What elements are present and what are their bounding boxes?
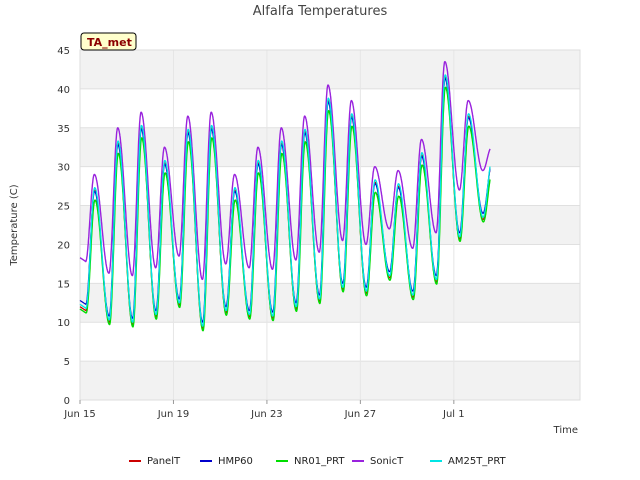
badge-label: TA_met: [87, 36, 132, 49]
band-0: [80, 361, 580, 400]
x-axis-label: Time: [553, 425, 578, 436]
y-tick-label: 45: [57, 46, 70, 57]
y-tick-label: 30: [57, 163, 70, 174]
legend-item-panelt: PanelT: [129, 456, 181, 467]
legend-item-am25t-prt: AM25T_PRT: [430, 456, 507, 467]
x-tick-label: Jun 15: [63, 409, 96, 420]
legend: PanelT HMP60 NR01_PRT SonicT AM25T_PRT: [129, 456, 507, 467]
legend-label: SonicT: [370, 456, 404, 467]
y-axis-label: Temperature (C): [9, 184, 20, 266]
band-8: [80, 50, 580, 89]
series-line-sonict: [79, 61, 491, 281]
x-tick-label: Jun 19: [157, 409, 190, 420]
legend-label: AM25T_PRT: [448, 456, 507, 467]
band-2: [80, 283, 580, 323]
legend-item-sonict: SonicT: [352, 456, 404, 467]
y-axis-ticks: 0 5 10 15 20 25 30 35 40 45: [57, 46, 70, 407]
legend-label: PanelT: [147, 456, 181, 467]
legend-item-nr01-prt: NR01_PRT: [276, 456, 345, 467]
y-tick-label: 0: [64, 396, 70, 407]
legend-item-hmp60: HMP60: [200, 456, 253, 467]
y-tick-label: 40: [57, 85, 70, 96]
ta-met-badge: TA_met: [80, 32, 137, 51]
y-tick-label: 35: [57, 124, 70, 135]
series-lines: [79, 61, 491, 332]
x-tick-label: Jun 27: [344, 409, 377, 420]
series-line-am25t-prt: [79, 74, 491, 327]
legend-label: HMP60: [218, 456, 253, 467]
legend-label: NR01_PRT: [294, 456, 345, 467]
chart-title: Alfalfa Temperatures: [253, 4, 388, 19]
plot-bands: [80, 50, 580, 400]
x-axis-ticks: Jun 15 Jun 19 Jun 23 Jun 27 Jul 1: [63, 400, 465, 420]
y-tick-label: 5: [64, 357, 70, 368]
y-tick-label: 10: [57, 318, 70, 329]
badge-box: [80, 32, 137, 51]
plot-frame: [79, 49, 581, 401]
band-4: [80, 205, 580, 245]
y-tick-label: 20: [57, 240, 70, 251]
band-6: [80, 127, 580, 167]
x-tick-label: Jun 23: [250, 409, 283, 420]
x-tick-label: Jul 1: [442, 409, 465, 420]
y-tick-label: 15: [57, 279, 70, 290]
y-tick-label: 25: [57, 202, 70, 213]
